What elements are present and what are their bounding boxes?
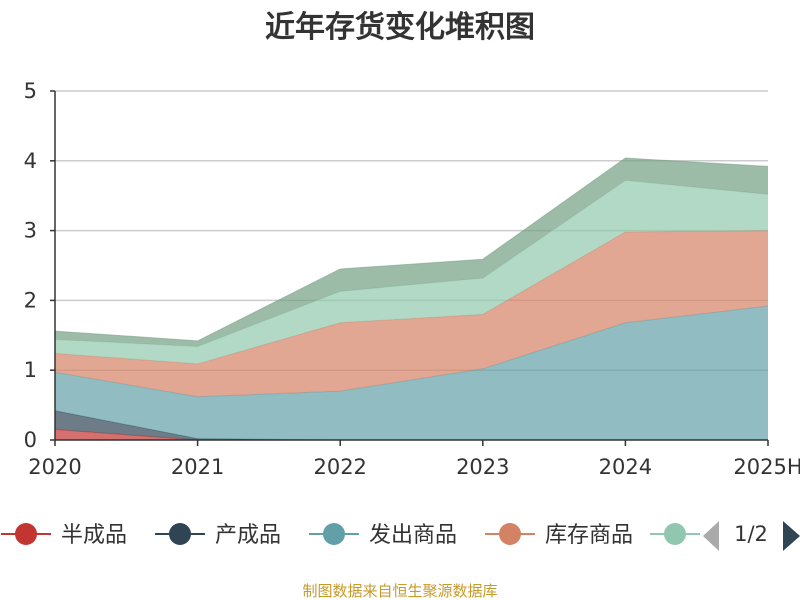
y-tick-label-2: 2 xyxy=(24,288,37,312)
series-line-5 xyxy=(54,157,769,342)
series-area-0 xyxy=(55,429,768,440)
legend-item-0[interactable]: 半成品 xyxy=(1,523,127,548)
series-areas xyxy=(54,157,769,441)
legend-page-indicator: 1/2 xyxy=(734,522,768,546)
y-tick-label-4: 4 xyxy=(24,149,37,173)
legend-label-1: 产成品 xyxy=(215,523,281,548)
x-tick-label-2025H: 2025H xyxy=(733,455,800,479)
legend-label-3: 库存商品 xyxy=(545,523,633,548)
series-area-4 xyxy=(55,180,768,364)
legend-prev-page-icon[interactable] xyxy=(703,521,719,551)
legend-pager: 1/2 xyxy=(703,521,800,551)
axes: 0 1 2 3 4 5 2020 2021 2022 2023 2024 2025H xyxy=(24,79,800,479)
legend-label-2: 发出商品 xyxy=(369,523,457,548)
x-tick-label-2020: 2020 xyxy=(28,455,81,479)
legend-item-1[interactable]: 产成品 xyxy=(155,523,281,548)
legend-next-page-icon[interactable] xyxy=(783,521,800,551)
legend-marker-0 xyxy=(15,523,37,545)
x-tick-label-2024: 2024 xyxy=(599,455,652,479)
series-line-4 xyxy=(54,179,769,347)
chart-title: 近年存货变化堆积图 xyxy=(265,10,535,45)
y-tick-label-3: 3 xyxy=(24,219,37,243)
legend-item-2[interactable]: 发出商品 xyxy=(309,523,457,548)
y-tick-label-0: 0 xyxy=(24,428,37,452)
source-note: 制图数据来自恒生聚源数据库 xyxy=(302,582,497,600)
legend: 半成品 产成品 发出商品 库存商品 xyxy=(1,523,700,548)
y-tick-label-1: 1 xyxy=(24,358,37,382)
legend-marker-3 xyxy=(499,523,521,545)
legend-marker-1 xyxy=(169,523,191,545)
x-tick-label-2023: 2023 xyxy=(456,455,509,479)
legend-label-0: 半成品 xyxy=(61,523,127,548)
y-tick-label-5: 5 xyxy=(24,79,37,103)
legend-item-4[interactable] xyxy=(650,523,700,545)
series-area-3 xyxy=(55,230,768,397)
legend-marker-4 xyxy=(664,523,686,545)
x-tick-label-2021: 2021 xyxy=(171,455,224,479)
series-area-2 xyxy=(55,305,768,440)
legend-marker-2 xyxy=(323,523,345,545)
legend-item-3[interactable]: 库存商品 xyxy=(485,523,633,548)
series-area-5 xyxy=(55,158,768,347)
x-tick-label-2022: 2022 xyxy=(313,455,366,479)
